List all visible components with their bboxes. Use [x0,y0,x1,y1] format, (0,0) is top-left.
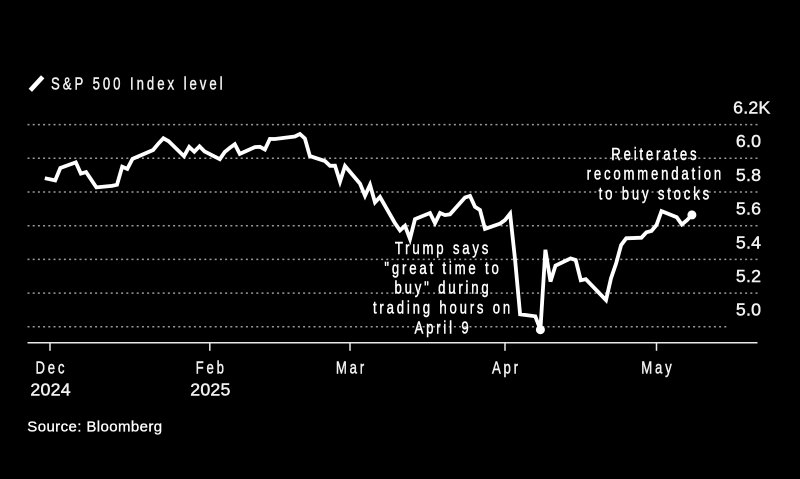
svg-text:buy" during: buy" during [394,279,491,298]
svg-text:to buy stocks: to buy stocks [599,185,712,204]
svg-text:6.2K: 6.2K [733,98,770,118]
svg-text:recommendation: recommendation [587,165,724,184]
svg-text:2025: 2025 [190,380,230,400]
svg-text:trading hours on: trading hours on [373,299,513,318]
svg-text:Reiterates: Reiterates [611,145,699,164]
svg-text:6.0: 6.0 [736,131,761,151]
svg-text:"great time to: "great time to [384,259,501,278]
svg-text:Source: Bloomberg: Source: Bloomberg [27,418,162,435]
svg-text:Dec: Dec [35,359,67,378]
svg-text:5.0: 5.0 [736,300,761,320]
svg-text:5.8: 5.8 [736,165,761,185]
svg-text:5.2: 5.2 [736,266,761,286]
svg-text:2024: 2024 [30,380,70,400]
svg-text:Apr: Apr [492,359,521,378]
svg-text:S&P 500 Index level: S&P 500 Index level [51,75,226,94]
svg-text:April 9: April 9 [415,319,472,338]
svg-text:5.4: 5.4 [736,232,761,252]
svg-text:May: May [641,359,674,378]
svg-text:Trump says: Trump says [395,239,491,258]
svg-text:Mar: Mar [336,359,367,378]
svg-text:5.6: 5.6 [736,199,761,219]
svg-text:Feb: Feb [196,359,227,378]
